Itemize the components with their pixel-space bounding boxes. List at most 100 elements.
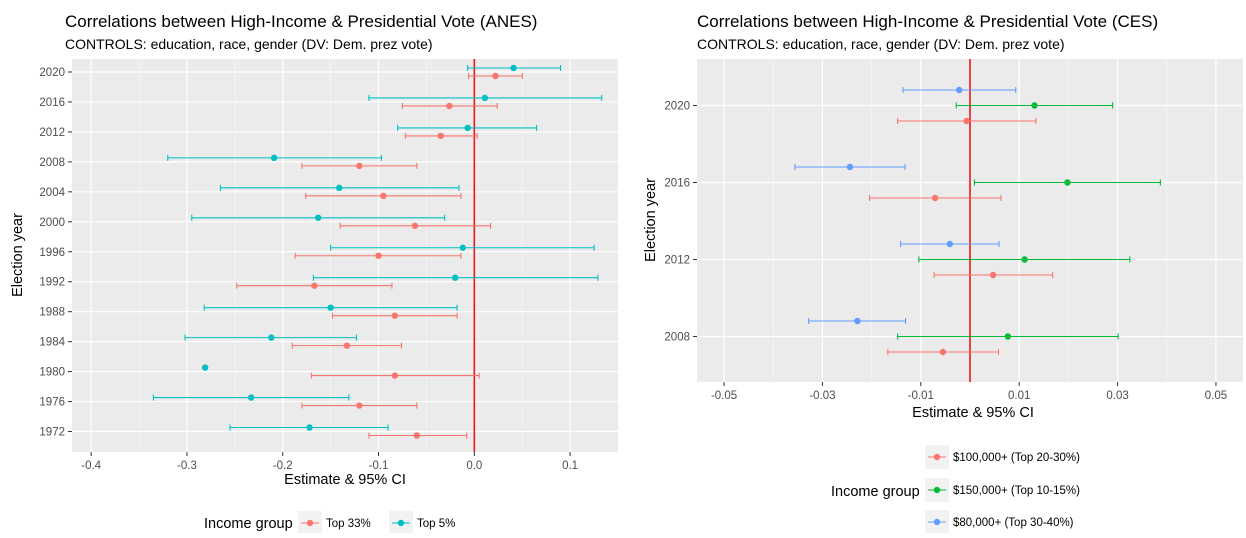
chart-title: Correlations between High-Income & Presi…	[697, 12, 1158, 31]
y-tick-label: 2016	[664, 178, 690, 190]
data-point	[946, 240, 954, 248]
legend-item: Top 5%	[389, 511, 455, 535]
legend-key-point	[933, 453, 941, 461]
data-point	[1064, 179, 1071, 186]
y-tick-label: 2004	[39, 187, 65, 199]
data-point	[380, 192, 387, 200]
legend-label: Top 5%	[417, 518, 455, 530]
chart-title: Correlations between High-Income & Presi…	[65, 12, 537, 31]
data-point	[314, 214, 322, 221]
data-point	[492, 72, 499, 80]
x-tick-label: 0.1	[562, 460, 578, 472]
legend-key-point	[397, 519, 405, 527]
y-tick-label: 2016	[39, 97, 65, 109]
y-tick-label: 1996	[39, 247, 65, 259]
data-point	[375, 252, 382, 259]
y-tick-label: 2012	[664, 255, 690, 267]
x-tick-label: -0.05	[711, 390, 737, 402]
series-1	[869, 117, 1054, 356]
x-tick-label: -0.2	[273, 460, 293, 472]
legend-key-point	[933, 486, 941, 494]
x-tick-label: -0.1	[369, 460, 389, 472]
x-axis-title: Estimate & 95% CI	[912, 405, 1034, 421]
data-point	[437, 132, 444, 140]
series-2	[897, 102, 1161, 340]
y-axis-title: Election year	[10, 213, 26, 297]
legend-item: $100,000+ (Top 20-30%)	[925, 445, 1080, 469]
legend: Income group $100,000+ (Top 20-30%) $150,0…	[831, 445, 1080, 534]
legend-item: $150,000+ (Top 10-15%)	[925, 478, 1080, 502]
x-axis-title: Estimate & 95% CI	[284, 472, 406, 488]
legend-title: Income group	[831, 484, 920, 500]
y-tick-label: 2012	[39, 127, 65, 139]
data-point	[1031, 102, 1038, 109]
x-tick-label: -0.03	[809, 390, 835, 402]
data-point	[247, 394, 255, 401]
data-point	[451, 274, 459, 281]
x-tick-label: 0.0	[466, 460, 482, 472]
y-tick-label: 1984	[39, 337, 65, 349]
x-tick-label: -0.3	[177, 460, 197, 472]
data-point	[510, 64, 517, 72]
y-axis-title: Election year	[643, 178, 659, 262]
data-point	[846, 163, 854, 171]
data-point	[1021, 256, 1028, 263]
x-tick-label: 0.03	[1106, 390, 1128, 402]
chart-panel-1: Correlations between High-Income & Presi…	[10, 12, 618, 535]
data-point	[963, 117, 970, 125]
y-tick-label: 2020	[664, 101, 690, 113]
x-tick-label: -0.4	[81, 460, 101, 472]
data-point	[931, 194, 939, 202]
data-point	[201, 364, 209, 371]
legend-key-point	[306, 519, 314, 527]
data-point	[391, 312, 399, 319]
chart-panel-2: Correlations between High-Income & Presi…	[643, 12, 1243, 534]
x-tick-label: 0.01	[1008, 390, 1030, 402]
chart-subtitle: CONTROLS: education, race, gender (DV: D…	[65, 36, 433, 52]
data-point	[391, 372, 399, 379]
data-point	[336, 184, 343, 192]
y-tick-label: 2000	[39, 217, 65, 229]
data-point	[481, 94, 489, 102]
y-tick-label: 1988	[39, 307, 65, 319]
data-point	[413, 432, 421, 439]
data-point	[306, 424, 313, 431]
legend-label: $150,000+ (Top 10-15%)	[953, 485, 1080, 497]
data-point	[989, 271, 997, 279]
data-point	[311, 282, 318, 289]
data-point	[1004, 333, 1012, 340]
data-point	[459, 244, 467, 251]
legend-label: $100,000+ (Top 20-30%)	[953, 452, 1080, 464]
data-point	[411, 222, 419, 229]
legend-label: Top 33%	[326, 518, 371, 530]
legend-label: $80,000+ (Top 30-40%)	[953, 517, 1074, 529]
data-point	[343, 342, 351, 349]
y-tick-label: 1980	[39, 367, 65, 379]
data-point	[356, 402, 363, 409]
x-tick-label: -0.01	[908, 390, 934, 402]
chart-subtitle: CONTROLS: education, race, gender (DV: D…	[697, 36, 1065, 52]
data-point	[268, 334, 275, 341]
y-tick-label: 2020	[39, 67, 65, 79]
series-3	[794, 86, 1017, 325]
y-tick-label: 2008	[39, 157, 65, 169]
y-tick-label: 1976	[39, 397, 65, 409]
y-tick-label: 1972	[39, 427, 65, 439]
legend-key-point	[933, 518, 941, 526]
data-point	[356, 162, 363, 170]
data-point	[955, 86, 963, 94]
y-tick-label: 1992	[39, 277, 65, 289]
data-point	[270, 154, 278, 162]
data-point	[446, 102, 453, 110]
data-point	[854, 317, 861, 325]
legend-title: Income group	[204, 516, 293, 532]
legend-item: Top 33%	[298, 511, 371, 535]
series-1	[236, 72, 523, 439]
data-point	[464, 124, 471, 132]
data-point	[327, 304, 334, 311]
x-tick-label: 0.05	[1205, 390, 1227, 402]
legend-item: $80,000+ (Top 30-40%)	[925, 510, 1074, 534]
data-point	[939, 348, 947, 356]
